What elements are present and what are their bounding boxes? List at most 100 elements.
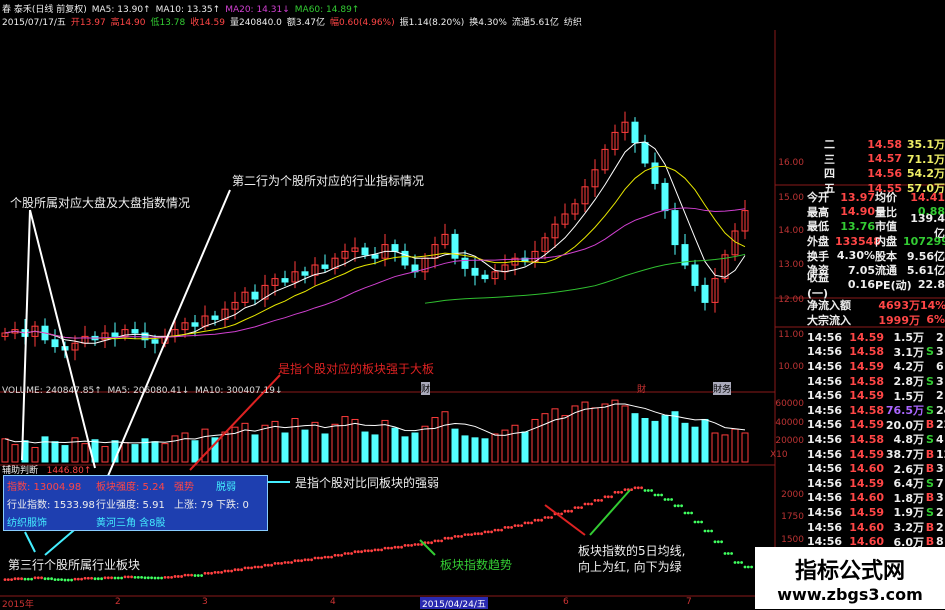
axis-tick: 12.00 — [778, 295, 804, 305]
quote-value: 13.97 — [840, 190, 875, 204]
index-dot — [113, 576, 117, 580]
concept-sector[interactable]: 黄河三角 含8股 — [96, 518, 166, 529]
tick-row[interactable]: 14:56 14.58 3.1万 S 3 — [807, 345, 945, 360]
volume-bar — [51, 441, 59, 463]
axis-tick: 20000 — [775, 436, 804, 446]
quote-label: 外盘 — [807, 235, 829, 249]
index-dot — [220, 571, 224, 574]
candle — [181, 322, 189, 331]
candle — [451, 233, 459, 259]
volume-bar — [121, 442, 129, 463]
index-dot — [83, 576, 87, 580]
quote-value: 107299 — [903, 234, 945, 248]
index-dot — [723, 552, 727, 555]
index-dot — [543, 516, 547, 519]
index-dot — [620, 490, 623, 494]
index-dot — [343, 552, 347, 555]
index-dot — [630, 488, 633, 491]
tick-list[interactable]: 14:56 14.59 1.5万 2 14:56 14.58 3.1万 S 3 14:56 14.5… — [807, 330, 945, 578]
ma20-value: MA20: 14.31↓ — [225, 5, 290, 15]
tick-row[interactable]: 14:56 14.59 1.9万 S 2 — [807, 505, 945, 520]
tick-row[interactable]: 14:56 14.60 1.8万 B 3 — [807, 491, 945, 506]
tick-row[interactable]: 14:56 14.58 2.8万 S 3 — [807, 374, 945, 389]
index-dot — [66, 578, 70, 582]
index-dot — [300, 559, 303, 563]
candle — [441, 233, 449, 246]
event-marker[interactable]: 財务 — [713, 382, 732, 395]
industry-sector[interactable]: 纺织服饰 — [7, 518, 47, 529]
industry-index: 行业指数: 1533.98 — [7, 500, 95, 511]
tick-side: B — [925, 520, 935, 534]
volume-bar — [41, 436, 49, 463]
tick-count: 3 — [936, 345, 944, 359]
tick-count: 3 — [936, 491, 944, 505]
tick-time: 14:56 — [807, 535, 843, 549]
level: 四 — [824, 167, 835, 181]
ma5-value: MA5: 13.90↑ — [91, 5, 151, 15]
volume-value: VOLUME: 240847.85↑ — [2, 386, 102, 396]
candle — [121, 329, 129, 337]
industry-strength: 行业强度: 5.91 — [96, 500, 165, 511]
axis-tick: 13.00 — [778, 260, 804, 270]
tick-row[interactable]: 14:56 14.59 1.5万 2 — [807, 330, 945, 345]
volume-bar — [331, 423, 339, 463]
index-dot — [276, 562, 280, 565]
candle — [191, 322, 199, 327]
tick-row[interactable]: 14:56 14.60 2.6万 B 3 — [807, 461, 945, 476]
tick-row[interactable]: 14:56 14.59 4.2万 6 — [807, 359, 945, 374]
tick-price: 14.60 — [849, 462, 884, 476]
index-dot — [546, 516, 550, 519]
x-tick: 7 — [686, 597, 692, 607]
index-dot — [730, 552, 733, 555]
close: 收14.59 — [190, 18, 225, 28]
index-dot — [520, 524, 523, 527]
index-dot — [493, 528, 497, 532]
candle — [541, 237, 549, 252]
event-marker[interactable]: 财 — [421, 382, 431, 395]
order-book-row: 五 14.55 57.0万 — [807, 181, 945, 196]
tick-row[interactable]: 14:56 14.60 6.0万 B 8 — [807, 534, 945, 549]
order-book-row: 四 14.56 54.2万 — [807, 166, 945, 181]
tick-row[interactable]: 14:56 14.60 3.2万 B 2 — [807, 520, 945, 535]
volume-bar — [721, 434, 729, 463]
candle — [221, 308, 229, 320]
volume-bar — [591, 407, 599, 463]
tick-row[interactable]: 14:56 14.59 1.5万 2 — [807, 388, 945, 403]
tick-price: 14.60 — [849, 520, 884, 534]
tick-volume: 2.6万 — [893, 462, 925, 476]
volume-bar — [261, 424, 269, 463]
index-dot — [190, 573, 194, 577]
event-marker[interactable]: 財 — [637, 385, 647, 395]
index-dot — [333, 553, 337, 557]
index-dot — [170, 575, 174, 579]
index-dot — [230, 569, 234, 573]
index-dot — [463, 533, 467, 536]
annotation-text: 第三行个股所属行业板块 — [8, 558, 141, 572]
strong-tag: 强势 — [174, 482, 194, 493]
watermark: 指标公式网 www.zbgs3.com — [755, 547, 945, 609]
axis-tick: 1500 — [781, 535, 804, 545]
tick-row[interactable]: 14:56 14.59 6.4万 S 7 — [807, 476, 945, 491]
volume-bar — [581, 401, 589, 463]
price: 14.56 — [867, 166, 902, 180]
quote-row: 今开 13.97 均价 14.41 — [807, 190, 945, 205]
index-dot — [720, 540, 723, 544]
tick-time: 14:56 — [807, 418, 843, 432]
tick-count: 2 — [936, 330, 944, 344]
candle — [111, 332, 119, 337]
index-dot — [460, 535, 463, 538]
x-tick-current: 2015/04/24/五 — [422, 600, 486, 610]
tick-row[interactable]: 14:56 14.58 4.8万 S 4 — [807, 432, 945, 447]
volume-bar — [31, 447, 39, 463]
volume-bar — [181, 432, 189, 463]
candle — [151, 339, 159, 344]
index-dot — [280, 562, 283, 565]
candle — [591, 169, 599, 188]
candle — [711, 278, 719, 303]
tick-time: 14:56 — [807, 505, 843, 519]
index-dot — [490, 530, 493, 534]
